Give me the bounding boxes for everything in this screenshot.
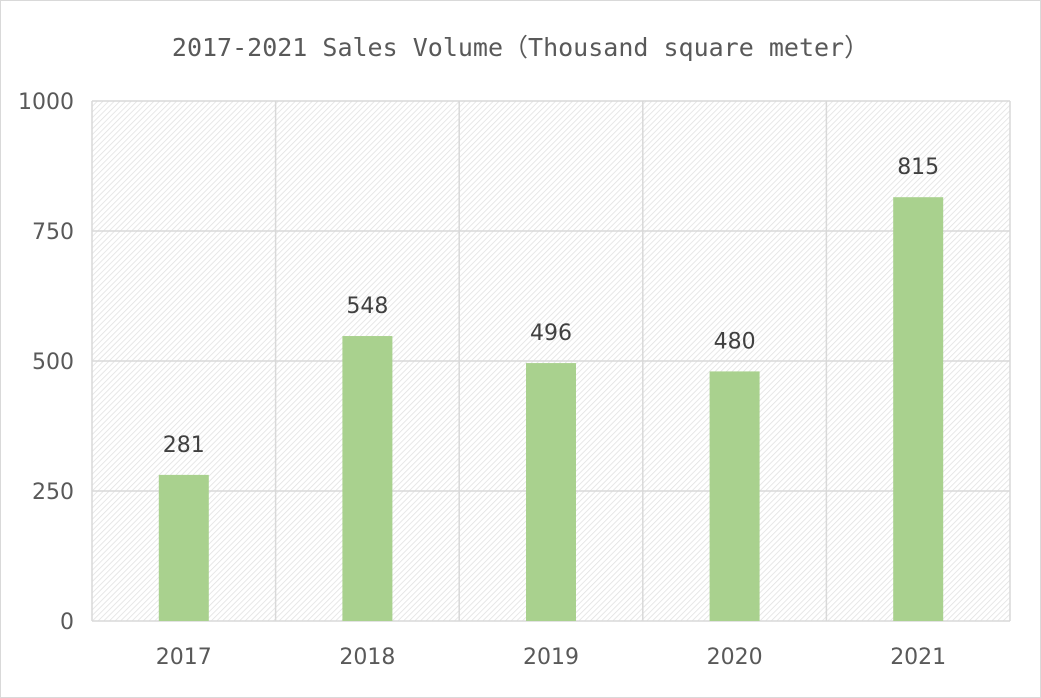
x-tick-label: 2017	[156, 645, 212, 670]
x-tick-label: 2018	[339, 645, 395, 670]
chart-title: 2017-2021 Sales Volume（Thousand square m…	[171, 33, 870, 62]
bar-2020	[709, 371, 760, 621]
x-tick-label: 2021	[890, 645, 946, 670]
data-label: 281	[163, 433, 205, 458]
data-label: 480	[714, 329, 756, 354]
data-label: 496	[530, 321, 572, 346]
bar-2021	[893, 197, 944, 621]
data-label: 815	[897, 155, 939, 180]
bar-2017	[158, 474, 209, 621]
y-tick-label: 500	[32, 350, 74, 375]
y-tick-label: 750	[32, 220, 74, 245]
y-tick-label: 1000	[18, 90, 74, 115]
y-tick-label: 0	[60, 610, 74, 635]
y-tick-label: 250	[32, 480, 74, 505]
x-tick-label: 2019	[523, 645, 579, 670]
x-tick-label: 2020	[707, 645, 763, 670]
data-label: 548	[346, 294, 388, 319]
bar-2018	[342, 336, 393, 621]
bar-2019	[526, 363, 576, 621]
